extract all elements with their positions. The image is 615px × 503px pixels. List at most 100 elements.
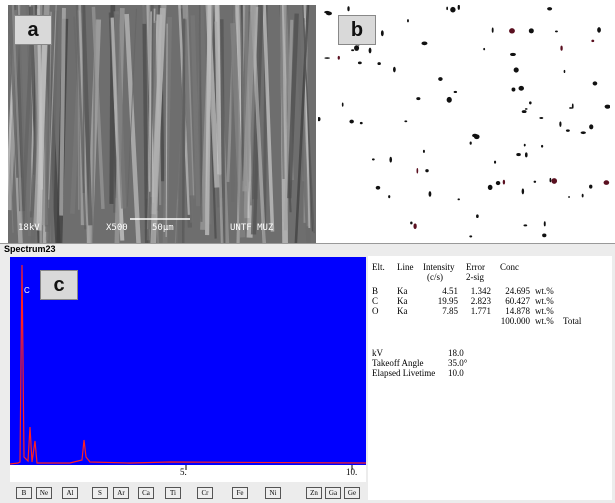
setting-name: Takeoff Angle [372,358,424,368]
table-header: Error [466,262,485,272]
particle [377,62,381,66]
particle [524,108,528,110]
fiber [198,5,203,222]
particle [511,87,516,92]
fiber [124,13,143,243]
panel-label: a [14,15,52,45]
fiber [113,11,127,209]
fiber [205,5,212,236]
particle [592,81,598,86]
particle [416,97,421,101]
fiber [59,7,66,216]
particle [510,52,516,57]
sem-info-text: 50µm [152,223,174,233]
panel-label: b [338,15,376,45]
fiber [279,5,285,179]
particle [565,129,570,132]
axis-label: 5. [180,467,187,477]
table-cell: wt.% [535,306,554,316]
setting-name: Elapsed Livetime [372,368,436,378]
particle [533,180,537,183]
particle [326,11,332,16]
particle [491,27,494,33]
particle [513,67,519,73]
particle [523,224,528,227]
element-button: Fe [232,487,248,499]
particle [581,193,584,198]
particle [359,121,363,125]
fiber [214,21,224,243]
particle [476,214,479,219]
particle [368,47,372,54]
element-button: B [16,487,32,499]
table-cell: 100.000 [500,316,530,326]
fiber [165,23,168,237]
setting-name: kV [372,348,383,358]
sem-image [8,5,316,243]
table-cell: 1.342 [470,286,491,296]
element-button: Al [62,487,78,499]
fiber [242,5,257,192]
fiber [190,15,201,207]
table-cell: 1.771 [470,306,491,316]
particle [494,160,497,164]
particle [357,61,362,65]
particle [388,195,391,199]
fiber [162,17,173,243]
sem-info-text: X500 [106,223,128,233]
fiber [48,5,57,200]
particle [551,178,558,184]
fiber [20,5,35,228]
table-cell: B [372,286,379,296]
particle [375,185,381,190]
particle [571,103,574,109]
fiber [36,19,48,231]
particle [473,134,480,140]
particle [324,57,330,59]
particle [351,49,355,52]
setting-value: 10.0 [448,368,464,378]
element-button: Ge [344,487,360,499]
particle [502,179,506,185]
particle [521,110,527,114]
axis-strip [10,465,366,482]
particle [604,104,610,109]
particle [421,41,428,46]
particle [407,19,409,23]
particle [580,131,586,135]
particle [569,107,573,109]
fiber [142,23,149,243]
particle [453,90,458,94]
particle [393,66,396,73]
fiber [126,8,138,207]
particle [354,45,360,51]
fiber [287,13,299,199]
particle [446,96,452,103]
particle [597,27,601,33]
element-button: Ti [165,487,181,499]
particle [543,221,546,227]
sem-info-text: 18kV [18,223,40,233]
particle [563,69,566,73]
table-cell: C [372,296,379,306]
particle [591,39,595,43]
fiber [301,5,315,234]
table-cell: O [372,306,379,316]
results-panel [368,256,612,500]
particle [341,102,344,107]
table-cell: wt.% [535,286,554,296]
element-button: Ar [113,487,129,499]
particle [413,223,417,230]
particle [428,191,432,197]
particle [389,156,393,163]
fiber [220,19,226,243]
particle [523,143,526,147]
fiber [149,11,152,192]
spectrum-title: Spectrum23 [4,244,56,254]
fiber [181,18,186,243]
particle [438,77,443,81]
particle [347,6,350,12]
particle [589,124,594,130]
fiber [262,5,275,232]
setting-value: 35.0° [448,358,468,368]
